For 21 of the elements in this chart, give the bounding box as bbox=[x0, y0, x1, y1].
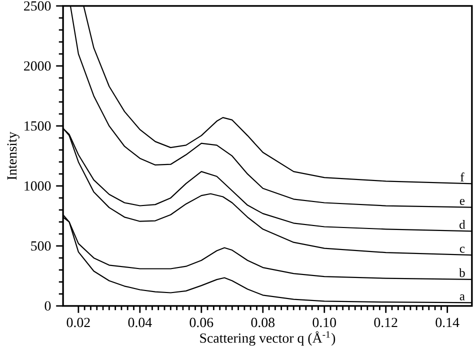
series-label: a bbox=[460, 294, 465, 300]
x-tick-label: 0.12 bbox=[374, 318, 398, 328]
y-tick-label: 1000 bbox=[24, 181, 51, 191]
x-tick-label: 0.06 bbox=[190, 318, 214, 328]
y-tick-label: 0 bbox=[44, 301, 51, 311]
y-tick-label: 1500 bbox=[24, 121, 51, 131]
series-label: d bbox=[460, 220, 466, 229]
x-tick-label: 0.10 bbox=[312, 318, 336, 328]
series-label: f bbox=[460, 172, 464, 182]
series-label: e bbox=[460, 198, 465, 205]
x-tick-label: 0.04 bbox=[128, 318, 152, 328]
x-axis-title: Scattering vector q (Å$^{-1}$) bbox=[200, 331, 336, 346]
y-tick-label: 2500 bbox=[24, 1, 51, 11]
series-label: b bbox=[459, 268, 465, 278]
y-axis-title: Intensity bbox=[7, 132, 20, 180]
y-tick-label: 500 bbox=[31, 241, 51, 251]
y-tick-label: 2000 bbox=[24, 61, 51, 71]
x-tick-label: 0.02 bbox=[66, 318, 90, 328]
x-tick-label: 0.14 bbox=[436, 318, 460, 328]
series-label: c bbox=[460, 246, 465, 253]
x-tick-label: 0.08 bbox=[251, 318, 275, 328]
